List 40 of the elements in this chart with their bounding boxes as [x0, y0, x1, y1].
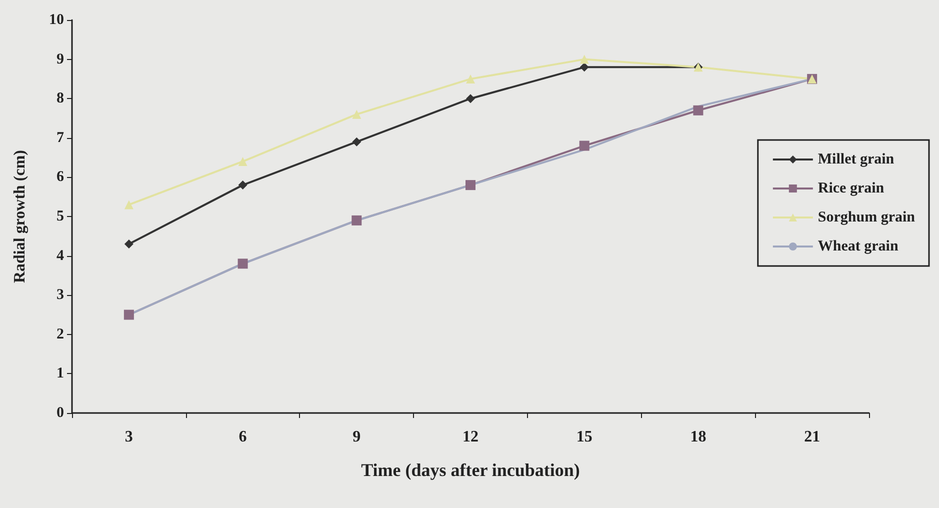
legend-label: Wheat grain — [818, 238, 899, 254]
x-axis-title: Time (days after incubation) — [361, 460, 580, 480]
point — [466, 74, 475, 84]
x-tick-label: 12 — [462, 428, 478, 446]
point — [352, 215, 362, 226]
x-tick-label: 6 — [238, 428, 247, 446]
x-tick-label: 18 — [690, 428, 706, 446]
point — [238, 180, 248, 190]
x-tick-label: 9 — [352, 428, 361, 446]
y-tick-label: 0 — [56, 405, 64, 421]
y-tick-label: 9 — [56, 51, 64, 68]
x-tick-label: 21 — [804, 428, 820, 446]
y-tick-label: 3 — [56, 287, 64, 304]
y-tick-label: 8 — [56, 90, 64, 107]
y-tick-label: 4 — [56, 248, 64, 264]
point — [238, 258, 248, 269]
y-axis-title: Radial growth (cm) — [12, 150, 28, 284]
legend-label: Millet grain — [818, 152, 895, 168]
y-tick-label: 10 — [49, 12, 64, 28]
y-tick-label: 6 — [56, 169, 64, 186]
point — [580, 62, 589, 72]
point — [124, 200, 134, 210]
point — [124, 240, 134, 249]
point — [352, 110, 362, 119]
x-tick-label: 3 — [124, 428, 133, 446]
point — [693, 105, 704, 116]
point — [124, 310, 134, 320]
legend-label: Sorghum grain — [818, 210, 916, 226]
point — [579, 140, 590, 151]
y-tick-label: 5 — [56, 208, 64, 224]
point — [466, 180, 476, 190]
point — [238, 156, 248, 166]
point — [580, 54, 589, 64]
y-tick-label: 1 — [56, 366, 64, 382]
x-tick-label: 15 — [576, 428, 592, 446]
point — [466, 94, 475, 104]
point — [352, 137, 362, 146]
legend-label: Rice grain — [818, 180, 885, 196]
y-tick-label: 7 — [56, 130, 64, 146]
y-tick-label: 2 — [56, 326, 64, 342]
